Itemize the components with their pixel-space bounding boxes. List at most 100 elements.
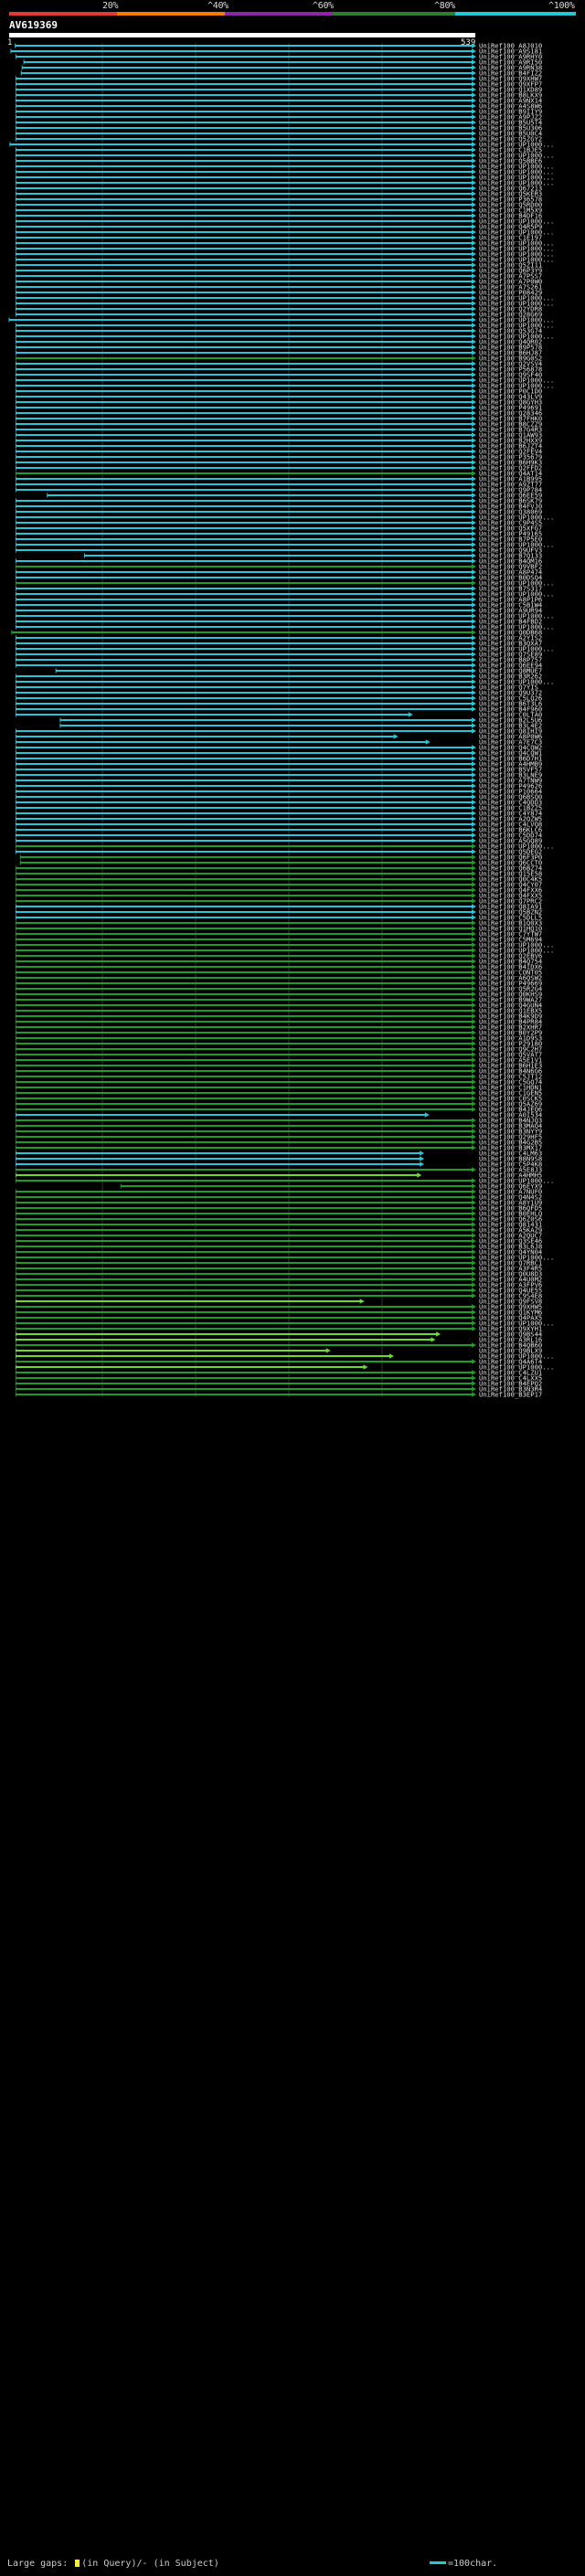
hit-end-arrow — [472, 207, 476, 213]
hit-label: UniRef100_B3QXA7 — [479, 640, 542, 648]
hit-label: UniRef100_P36578 — [479, 196, 542, 204]
hit-row: UniRef100_A9NX14 — [16, 97, 542, 105]
hit-label: UniRef100_Q7RBC1 — [479, 1259, 542, 1267]
hit-row: UniRef100_B6T3L6 — [16, 700, 542, 708]
hit-label: UniRef100_Q5DEG2 — [479, 848, 542, 856]
hit-end-arrow — [472, 87, 476, 92]
hit-row: UniRef100_P29180 — [16, 1040, 542, 1048]
hit-row: UniRef100_Q5KER3 — [16, 190, 542, 198]
hit-end-arrow — [472, 706, 476, 712]
hit-row: UniRef100_UP1000... — [16, 179, 554, 187]
hit-end-arrow — [472, 427, 476, 432]
hit-label: UniRef100_UP1000... — [479, 174, 554, 182]
ruler-band-green — [333, 12, 455, 16]
hit-row: UniRef100_C4QDD3 — [16, 799, 542, 807]
hit-end-arrow — [472, 1074, 476, 1079]
hit-row: UniRef100_C5DLL5 — [16, 914, 542, 922]
hit-end-arrow — [472, 838, 476, 843]
hit-row: UniRef100_UP1000... — [16, 1363, 554, 1372]
hit-row: UniRef100_Q7RBC1 — [16, 1259, 542, 1267]
hit-end-arrow — [472, 175, 476, 180]
hit-row: UniRef100_Q43LV9 — [16, 393, 542, 401]
hit-row: UniRef100_UP1000... — [16, 382, 554, 390]
hit-end-arrow — [472, 1255, 476, 1260]
hit-row: UniRef100_C1HDN1 — [16, 1084, 542, 1092]
hit-row: UniRef100_Q5AZ69 — [16, 1100, 542, 1108]
hit-end-arrow — [472, 312, 476, 317]
hit-row: UniRef100_Q28G69 — [16, 311, 542, 319]
hit-label: UniRef100_Q53G74 — [479, 327, 542, 335]
hit-end-arrow — [472, 728, 476, 734]
hit-end-arrow — [472, 959, 476, 964]
hit-row: UniRef100_UP1000... — [16, 579, 554, 588]
hit-end-arrow — [472, 745, 476, 750]
hit-row: UniRef100_Q5ZI11 — [16, 261, 542, 270]
hit-end-arrow — [472, 54, 476, 59]
hit-label: UniRef100_C5DLL5 — [479, 914, 542, 922]
hit-row: UniRef100_Q6EE59 — [47, 492, 542, 500]
hit-end-arrow — [472, 328, 476, 334]
hit-label: UniRef100_B4NJQ3 — [479, 1117, 542, 1125]
hit-end-arrow — [472, 1222, 476, 1227]
hit-label: UniRef100_UP1000... — [479, 590, 554, 599]
hit-end-arrow — [472, 1118, 476, 1123]
hit-end-arrow — [472, 1079, 476, 1085]
hit-row: UniRef100_P10664 — [16, 788, 542, 796]
hit-row: UniRef100_Q4R5P9 — [16, 223, 542, 231]
hit-end-arrow — [472, 937, 476, 942]
hit-label: UniRef100_Q1XD89 — [479, 86, 542, 94]
hit-label: UniRef100_B4JEQ6 — [479, 1106, 542, 1114]
hit-end-arrow — [472, 761, 476, 767]
hit-end-arrow — [472, 235, 476, 240]
hit-label: UniRef100_CONT05 — [479, 969, 542, 977]
hit-end-arrow — [472, 388, 476, 394]
hit-label: UniRef100_UP1000... — [479, 322, 554, 330]
hit-end-arrow — [472, 449, 476, 454]
hit-row: UniRef100_UP1000... — [16, 1254, 554, 1262]
hit-row: UniRef100_Q8IA91 — [16, 903, 542, 911]
hit-label: UniRef100_UP1000... — [479, 376, 554, 385]
hit-row: UniRef100_B4K9D9 — [16, 1012, 542, 1021]
hit-label: UniRef100_UP1000... — [479, 541, 554, 549]
hit-row: UniRef100_Q5ZGY2 — [16, 135, 542, 143]
hit-label: UniRef100_B4QM16 — [479, 557, 542, 566]
hit-end-arrow — [472, 136, 476, 142]
hit-row: UniRef100_B3R262 — [16, 673, 542, 681]
hit-end-arrow — [472, 290, 476, 295]
hit-end-arrow — [472, 1134, 476, 1140]
hit-label: UniRef100_A4S8W6 — [479, 102, 542, 111]
hit-label: UniRef100_Q5XFG7 — [479, 525, 542, 533]
hit-label: UniRef100_C4LZU1 — [479, 1369, 542, 1377]
hit-end-arrow — [472, 1035, 476, 1041]
hit-end-arrow — [472, 1370, 476, 1375]
hit-end-arrow — [472, 942, 476, 948]
hit-label: UniRef100_Q8GYH3 — [479, 398, 542, 407]
hit-label: UniRef100_A9RN38 — [479, 64, 542, 72]
hit-label: UniRef100_Q38069 — [479, 508, 542, 516]
hit-label: UniRef100_B0DSQ4 — [479, 574, 542, 582]
hit-label: UniRef100_Q5AZ69 — [479, 1100, 542, 1108]
hit-label: UniRef100_Q6EYX9 — [479, 1182, 542, 1191]
hit-end-arrow — [393, 734, 399, 739]
hit-end-arrow — [472, 865, 476, 871]
hit-label: UniRef100_Q4UE55 — [479, 1287, 542, 1295]
hit-end-arrow — [472, 981, 476, 986]
hit-label: UniRef100_A4HMB9 — [479, 760, 542, 769]
hit-row: UniRef100_C9P4S5 — [16, 519, 542, 527]
hit-end-arrow — [472, 1386, 476, 1392]
hit-row: UniRef100_B8N9S8 — [16, 1155, 542, 1163]
hit-row: UniRef100_Q2FFD2 — [16, 464, 542, 472]
hit-label: UniRef100_B4F960 — [479, 705, 542, 714]
hit-row: UniRef100_B2L5U6 — [59, 716, 542, 725]
hit-row: UniRef100_Q4YN04 — [16, 1248, 542, 1256]
hit-label: UniRef100_Q9SF40 — [479, 371, 542, 379]
hit-end-arrow — [472, 558, 476, 564]
hit-label: UniRef100_B3N3R4 — [479, 1385, 542, 1394]
hit-end-arrow — [472, 750, 476, 756]
hit-label: UniRef100_B4QB60 — [479, 1341, 542, 1350]
hit-end-arrow — [472, 257, 476, 262]
scale-swatch-icon — [430, 2561, 446, 2564]
hit-end-arrow — [472, 690, 476, 695]
hit-end-arrow — [472, 416, 476, 421]
hit-end-arrow — [472, 756, 476, 761]
